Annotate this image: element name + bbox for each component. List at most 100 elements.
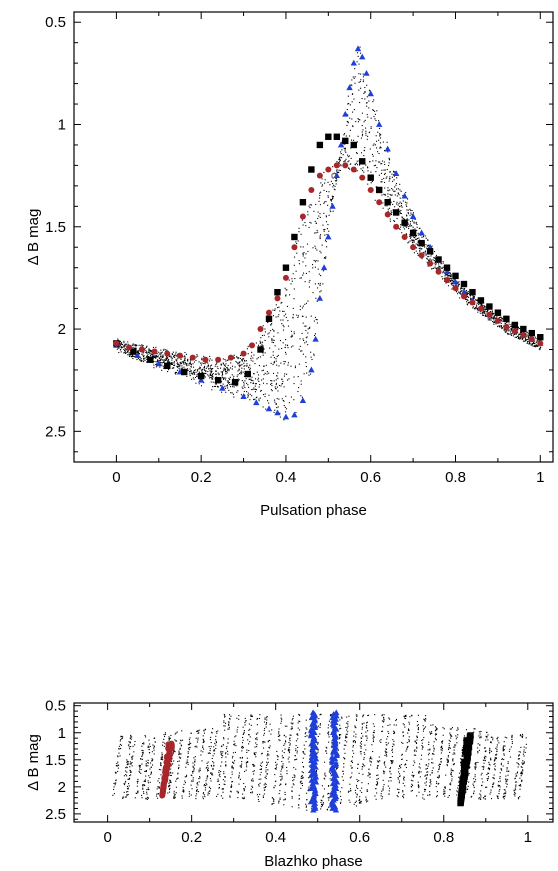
cloud-dot [322,270,324,272]
cloud-dot [324,182,326,184]
cloud-dot [292,314,294,316]
cloud-dot [248,734,250,736]
cloud-dot [206,366,208,368]
cloud-dot [361,768,363,770]
cloud-dot [250,715,252,717]
cloud-dot [501,320,503,322]
cloud-dot [170,774,172,777]
cloud-dot [326,747,328,749]
cloud-dot [368,89,371,91]
cloud-dot [280,773,282,775]
cloud-dot [273,786,275,788]
cloud-dot [334,185,336,187]
cloud-dot [141,353,143,355]
cloud-dot [237,797,239,799]
cloud-dot [309,221,311,223]
cloud-dot [301,777,303,779]
cloud-dot [236,356,238,359]
cloud-dot [398,768,400,770]
cloud-dot [457,285,459,287]
cloud-dot [208,786,211,788]
cloud-dot [232,393,234,395]
cloud-dot [389,207,391,209]
cloud-dot [173,797,175,799]
cloud-dot [264,372,266,374]
cloud-dot [314,245,316,247]
cloud-dot [303,373,305,375]
cloud-dot [366,114,368,116]
cloud-dot [148,350,150,352]
cloud-dot [261,752,263,754]
cloud-dot [177,760,179,763]
cloud-dot [397,778,399,780]
cloud-dot [366,105,368,107]
cloud-dot [274,785,276,787]
cloud-dot [342,154,344,156]
cloud-dot [328,731,330,733]
cloud-dot [162,367,165,369]
cloud-dot [163,745,165,747]
cloud-dot [399,210,401,213]
cloud-dot [302,246,304,248]
cloud-dot [212,760,214,763]
cloud-dot [208,793,210,795]
cloud-dot [319,194,321,197]
cloud-dot [301,396,304,398]
cloud-dot [355,152,358,154]
cloud-dot [149,354,152,356]
cloud-dot [125,773,127,776]
cloud-dot [143,358,145,360]
cloud-dot [334,180,337,182]
cloud-dot [304,222,306,224]
cloud-dot [479,733,481,735]
cloud-dot [310,351,312,353]
cloud-dot [422,251,424,253]
cloud-dot [336,767,338,769]
cloud-dot [303,766,305,768]
cloud-dot [227,723,230,725]
cloud-dot [338,169,340,171]
cloud-dot [361,726,363,728]
cloud-dot [334,173,336,175]
cloud-dot [461,749,463,752]
cloud-dot [294,365,296,367]
cloud-dot [373,165,375,167]
cloud-dot [132,745,134,747]
triangle-point [346,84,353,91]
cloud-dot [388,717,390,719]
cloud-dot [429,733,431,735]
cloud-dot [233,386,235,388]
cloud-dot [451,727,454,729]
cloud-dot [250,382,252,384]
cloud-dot [285,344,287,346]
cloud-dot [182,361,184,363]
cloud-dot [417,252,419,254]
cloud-dot [215,739,217,741]
cloud-dot [283,315,285,317]
cloud-dot [271,803,273,805]
cloud-dot [504,322,506,324]
cloud-dot [177,773,179,775]
cloud-dot [493,321,495,324]
cloud-dot [347,122,349,124]
cloud-dot [212,378,214,380]
cloud-dot [112,794,114,796]
cloud-dot [399,201,401,203]
cloud-dot [340,727,342,729]
cloud-dot [360,753,362,755]
cloud-dot [416,247,418,249]
cloud-dot [461,755,463,758]
cloud-dot [441,741,443,743]
cloud-dot [450,774,452,776]
cloud-dot [161,753,163,756]
cloud-dot [433,256,435,259]
cloud-dot [309,207,311,209]
cloud-dot [344,752,346,754]
cloud-dot [182,356,184,358]
cloud-dot [364,744,366,746]
cloud-dot [271,341,273,343]
cloud-dot [402,797,405,799]
cloud-dot [288,761,290,763]
cloud-dot [376,767,378,769]
cloud-dot [414,228,416,230]
